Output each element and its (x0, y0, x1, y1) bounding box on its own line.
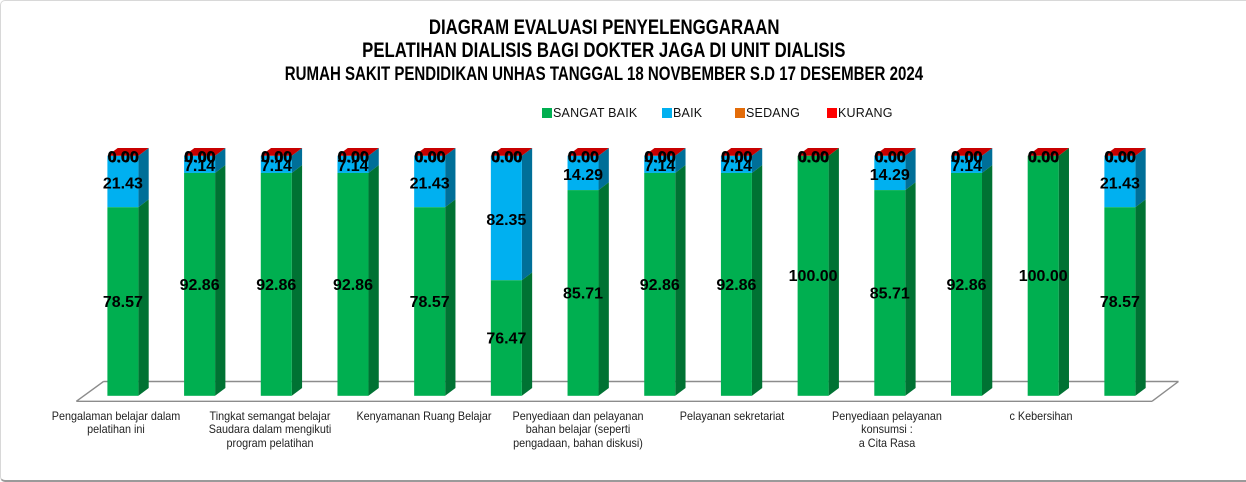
svg-text:0.00: 0.00 (338, 150, 369, 167)
svg-text:100.00: 100.00 (1019, 268, 1068, 285)
svg-text:0.00: 0.00 (184, 149, 215, 166)
svg-text:0.00: 0.00 (337, 149, 368, 166)
svg-text:0.00: 0.00 (491, 150, 522, 167)
svg-text:0.00: 0.00 (567, 149, 598, 166)
svg-text:21.43: 21.43 (410, 175, 450, 192)
svg-text:0.00: 0.00 (798, 150, 829, 167)
svg-text:7.14: 7.14 (337, 158, 368, 175)
svg-text:0.00: 0.00 (1028, 149, 1059, 166)
svg-text:0.00: 0.00 (645, 150, 676, 167)
svg-text:100.00: 100.00 (789, 268, 838, 285)
svg-text:0.00: 0.00 (1028, 150, 1059, 167)
svg-text:0.00: 0.00 (261, 150, 292, 167)
svg-text:0.00: 0.00 (414, 149, 445, 166)
svg-text:85.71: 85.71 (563, 285, 603, 302)
svg-text:0.00: 0.00 (107, 149, 138, 166)
svg-text:82.35: 82.35 (486, 212, 526, 229)
svg-text:0.00: 0.00 (108, 150, 139, 167)
svg-text:0.00: 0.00 (185, 150, 216, 167)
svg-text:21.43: 21.43 (103, 175, 143, 192)
svg-text:78.57: 78.57 (410, 294, 450, 311)
svg-text:92.86: 92.86 (333, 277, 373, 294)
svg-text:0.00: 0.00 (1104, 149, 1135, 166)
svg-text:0.00: 0.00 (952, 150, 983, 167)
svg-text:92.86: 92.86 (716, 277, 756, 294)
svg-text:78.57: 78.57 (103, 294, 143, 311)
svg-text:92.86: 92.86 (256, 277, 296, 294)
svg-text:14.29: 14.29 (870, 167, 910, 184)
svg-text:0.00: 0.00 (722, 150, 753, 167)
svg-text:0.00: 0.00 (721, 149, 752, 166)
svg-text:7.14: 7.14 (644, 158, 675, 175)
svg-text:7.14: 7.14 (721, 158, 752, 175)
svg-text:7.14: 7.14 (261, 158, 292, 175)
svg-text:0.00: 0.00 (874, 149, 905, 166)
svg-text:0.00: 0.00 (1105, 150, 1136, 167)
svg-text:0.00: 0.00 (644, 149, 675, 166)
svg-text:7.14: 7.14 (184, 158, 215, 175)
svg-text:0.00: 0.00 (951, 149, 982, 166)
svg-text:0.00: 0.00 (261, 149, 292, 166)
svg-text:21.43: 21.43 (1100, 175, 1140, 192)
svg-text:0.00: 0.00 (875, 150, 906, 167)
svg-text:14.29: 14.29 (563, 167, 603, 184)
svg-text:0.00: 0.00 (798, 149, 829, 166)
svg-text:92.86: 92.86 (180, 277, 220, 294)
svg-text:85.71: 85.71 (870, 285, 910, 302)
svg-text:78.57: 78.57 (1100, 294, 1140, 311)
svg-text:92.86: 92.86 (946, 277, 986, 294)
svg-text:92.86: 92.86 (640, 277, 680, 294)
svg-text:0.00: 0.00 (491, 149, 522, 166)
svg-text:0.00: 0.00 (568, 150, 599, 167)
svg-text:7.14: 7.14 (951, 158, 982, 175)
svg-text:76.47: 76.47 (486, 330, 526, 347)
svg-text:0.00: 0.00 (415, 150, 446, 167)
